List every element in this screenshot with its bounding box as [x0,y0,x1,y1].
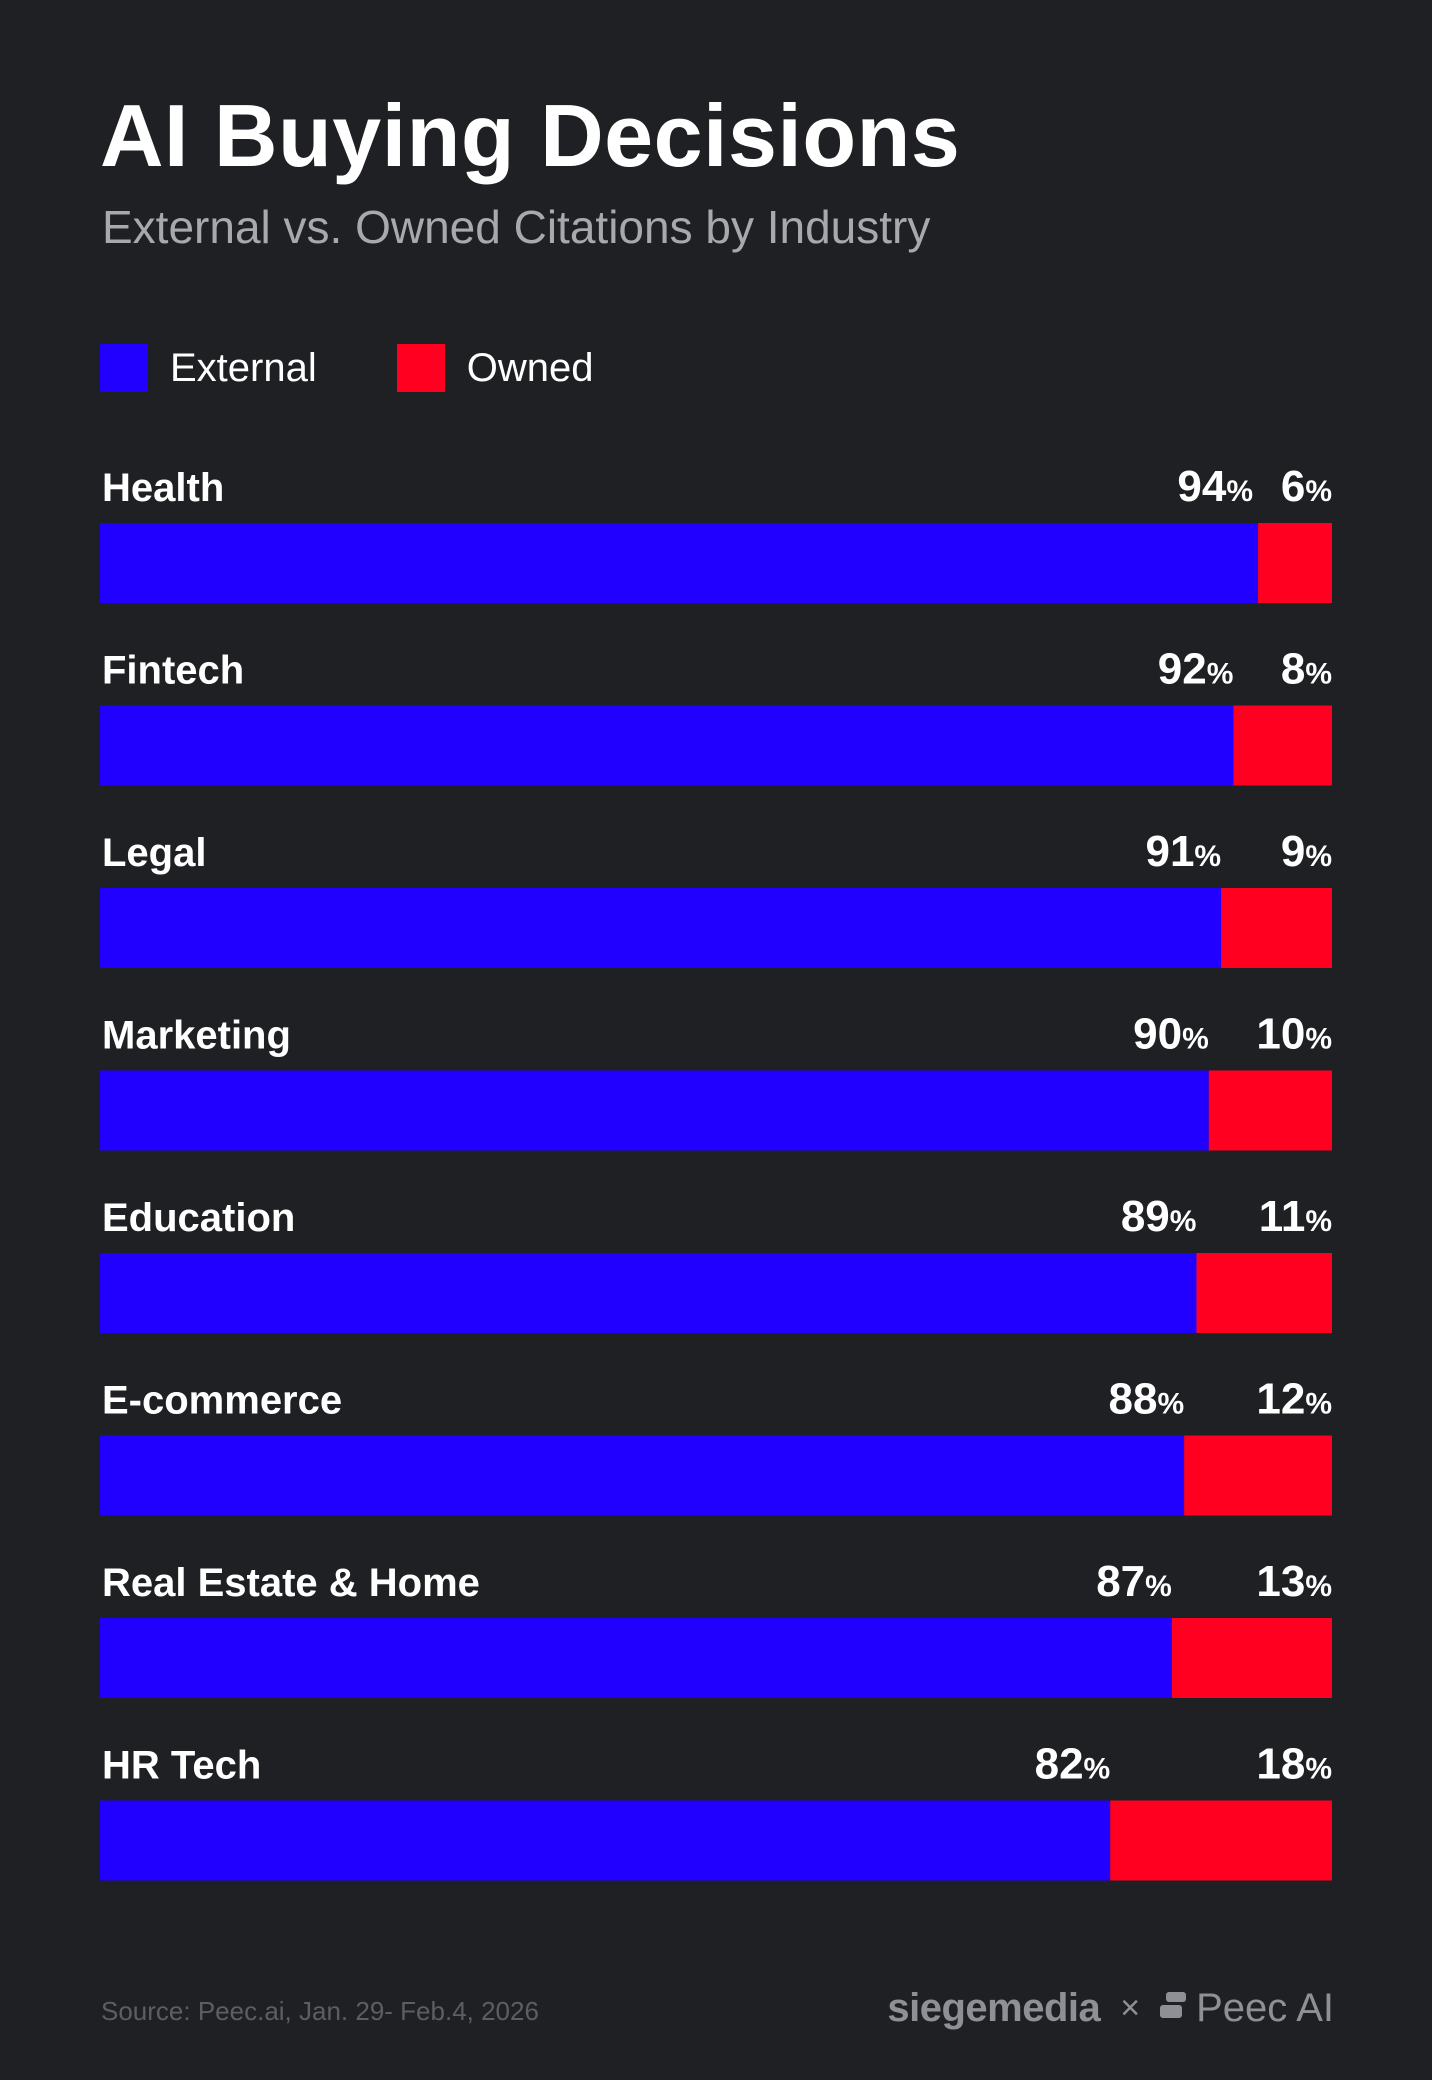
value-label-owned-real-estate-home-number: 13 [1256,1557,1305,1606]
value-label-owned-fintech: 8% [1281,645,1332,694]
bar-external-e-commerce [100,1435,1185,1516]
value-label-external-e-commerce: 88% [1109,1375,1185,1424]
brand-footer: siegemedia × Peec AI [887,1986,1334,2031]
value-label-external-e-commerce-number: 88 [1109,1375,1158,1424]
bar-external-fintech [100,705,1234,786]
category-label-hr-tech: HR Tech [102,1744,261,1788]
value-label-owned-legal-number: 9 [1281,827,1305,876]
value-label-owned-real-estate-home-percent-sign: % [1305,1570,1332,1603]
bar-owned-marketing [1208,1070,1332,1151]
category-label-real-estate-home: Real Estate & Home [102,1561,480,1605]
legend-item-external: External [100,344,317,392]
value-label-owned-hr-tech: 18% [1256,1740,1332,1789]
value-label-external-marketing-number: 90 [1133,1010,1182,1059]
value-label-owned-marketing-percent-sign: % [1305,1023,1332,1056]
bar-owned-health [1258,523,1332,603]
category-label-marketing: Marketing [102,1014,291,1058]
legend-label-owned: Owned [466,346,594,390]
siegemedia-logo: siegemedia [887,1986,1101,2030]
chart-subtitle: External vs. Owned Citations by Industry [102,201,931,253]
bar-owned-legal [1221,888,1332,968]
value-label-owned-fintech-number: 8 [1281,645,1305,694]
peec-ai-logo-text: Peec AI [1196,1986,1334,2030]
source-note: Source: Peec.ai, Jan. 29- Feb.4, 2026 [101,1996,539,2026]
chart-title: AI Buying Decisions [100,86,961,185]
bar-owned-real-estate-home [1171,1618,1332,1698]
value-label-external-legal-number: 91 [1145,827,1194,876]
value-label-owned-e-commerce: 12% [1256,1375,1332,1424]
category-label-legal: Legal [102,831,206,875]
legend: External Owned [100,344,674,392]
value-label-owned-education-percent-sign: % [1305,1205,1332,1238]
value-label-external-marketing-percent-sign: % [1182,1023,1209,1056]
value-label-external-real-estate-home: 87% [1096,1557,1172,1606]
bar-external-education [100,1253,1197,1333]
bar-external-legal [100,888,1222,968]
legend-swatch-owned [396,344,445,392]
bar-external-marketing [100,1070,1209,1151]
value-label-owned-marketing: 10% [1256,1010,1332,1059]
legend-item-owned: Owned [396,344,594,392]
value-label-external-hr-tech: 82% [1035,1740,1111,1789]
value-label-owned-legal: 9% [1281,827,1332,876]
value-label-external-fintech-number: 92 [1158,645,1207,694]
value-label-owned-marketing-number: 10 [1256,1010,1305,1059]
stacked-bar-chart: Health 6%94%Fintech 8%92%Legal 9%91%Marketi… [100,462,1332,1881]
value-label-external-real-estate-home-percent-sign: % [1145,1570,1172,1603]
value-label-owned-education: 11% [1259,1192,1332,1241]
value-label-external-hr-tech-number: 82 [1035,1740,1084,1789]
bar-owned-hr-tech [1110,1800,1332,1881]
value-label-external-health: 94% [1177,462,1253,511]
value-label-owned-health: 6% [1281,462,1332,511]
value-label-external-education: 89% [1121,1192,1197,1241]
value-label-owned-legal-percent-sign: % [1305,840,1332,873]
value-label-external-legal: 91% [1145,827,1221,876]
bar-external-hr-tech [100,1800,1111,1881]
legend-label-external: External [170,346,317,390]
value-label-external-health-number: 94 [1177,462,1226,511]
peec-logo-icon [1160,1992,1188,2025]
value-label-owned-hr-tech-number: 18 [1256,1740,1305,1789]
bar-external-real-estate-home [100,1618,1172,1698]
value-label-external-education-percent-sign: % [1170,1205,1197,1238]
value-label-external-e-commerce-percent-sign: % [1157,1388,1184,1421]
category-label-education: Education [102,1196,295,1240]
value-label-external-hr-tech-percent-sign: % [1084,1753,1111,1786]
legend-swatch-external [100,344,148,392]
value-label-owned-fintech-percent-sign: % [1305,658,1332,691]
category-label-e-commerce: E-commerce [102,1379,342,1423]
value-label-external-legal-percent-sign: % [1194,840,1221,873]
bar-owned-fintech [1233,705,1332,786]
value-label-owned-real-estate-home: 13% [1256,1557,1332,1606]
value-label-owned-hr-tech-percent-sign: % [1305,1753,1332,1786]
value-label-owned-health-percent-sign: % [1305,475,1332,508]
value-label-owned-e-commerce-number: 12 [1256,1375,1305,1424]
value-label-external-fintech: 92% [1158,645,1234,694]
value-label-external-health-percent-sign: % [1226,475,1253,508]
category-label-fintech: Fintech [102,649,244,693]
collab-separator: × [1120,1989,1141,2027]
value-label-external-real-estate-home-number: 87 [1096,1557,1145,1606]
value-label-external-fintech-percent-sign: % [1207,658,1234,691]
value-label-owned-education-number: 11 [1259,1192,1306,1241]
bar-owned-e-commerce [1184,1435,1332,1516]
bar-external-health [100,523,1259,603]
category-label-health: Health [102,466,224,510]
value-label-external-marketing: 90% [1133,1010,1209,1059]
bar-owned-education [1196,1253,1332,1333]
value-label-owned-health-number: 6 [1281,462,1305,511]
value-label-owned-e-commerce-percent-sign: % [1305,1388,1332,1421]
value-label-external-education-number: 89 [1121,1192,1170,1241]
